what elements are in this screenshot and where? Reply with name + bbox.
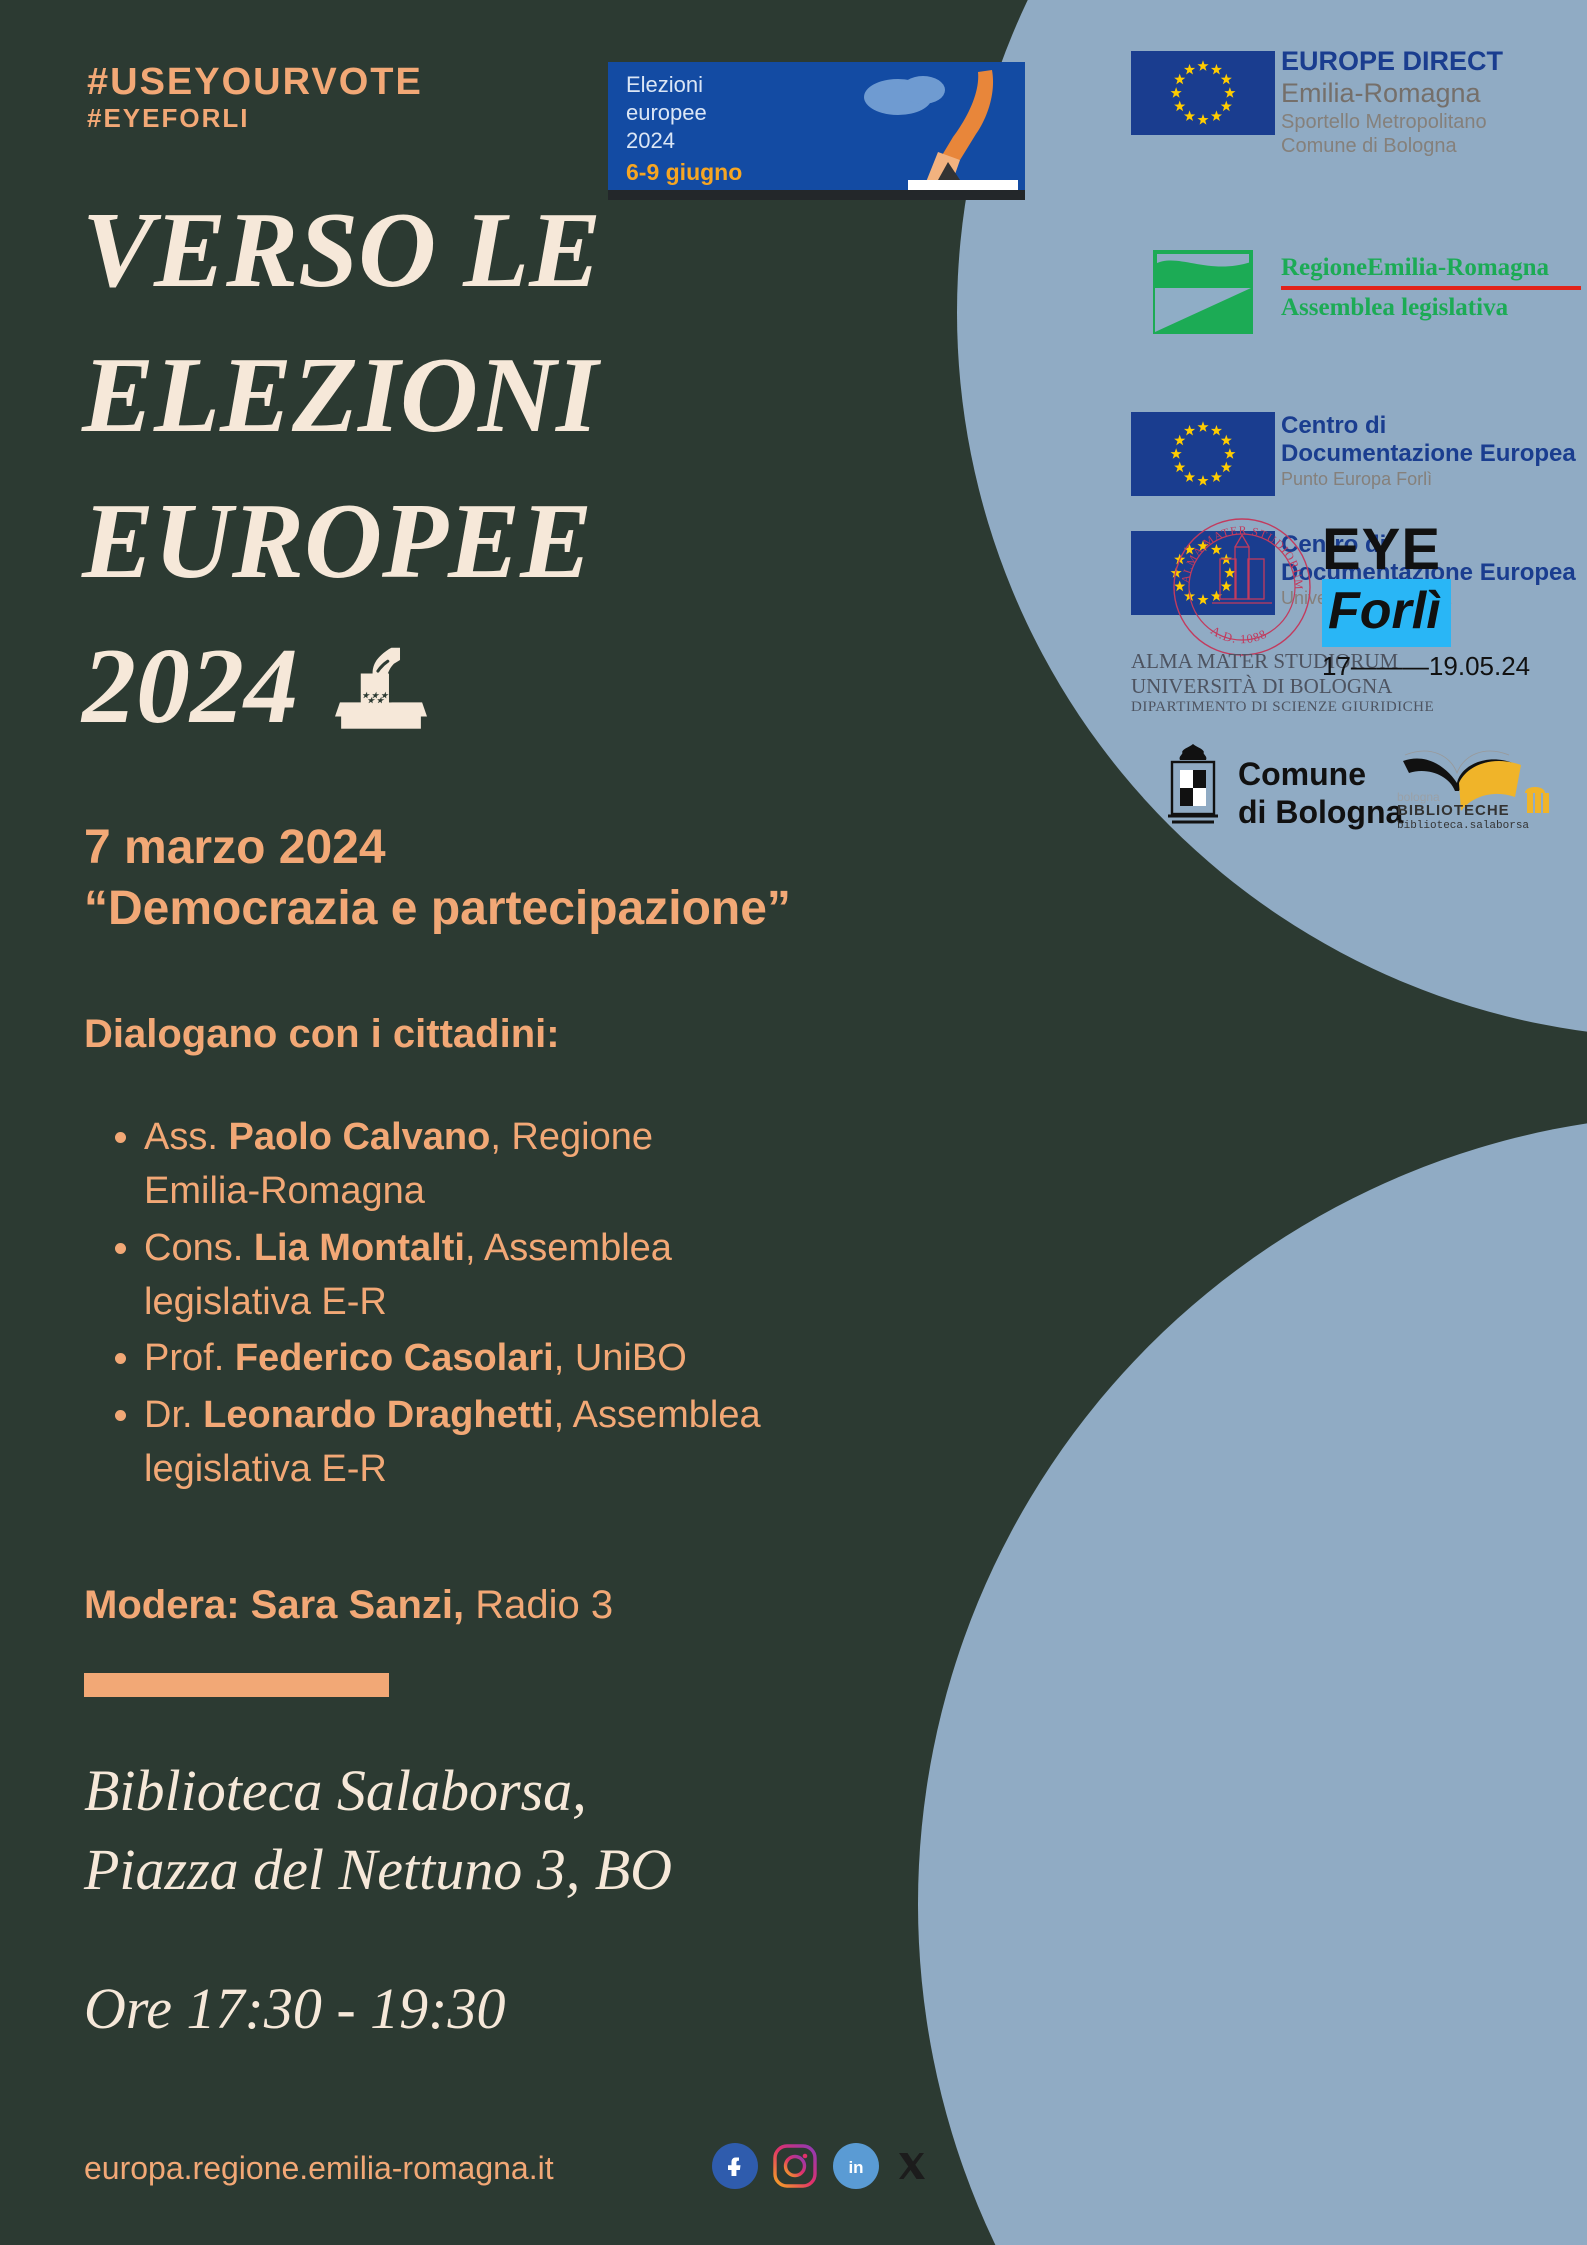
- svg-text:europee: europee: [626, 100, 707, 125]
- svg-text:in: in: [848, 2158, 863, 2177]
- svg-text:Elezioni: Elezioni: [626, 72, 703, 97]
- svg-text:A.D. 1088: A.D. 1088: [1208, 623, 1269, 646]
- svg-text:BIBLIOTECHE: BIBLIOTECHE: [1397, 802, 1510, 819]
- svg-text:2024: 2024: [626, 128, 675, 153]
- svg-text:biblioteca.salaborsa: biblioteca.salaborsa: [1397, 820, 1529, 830]
